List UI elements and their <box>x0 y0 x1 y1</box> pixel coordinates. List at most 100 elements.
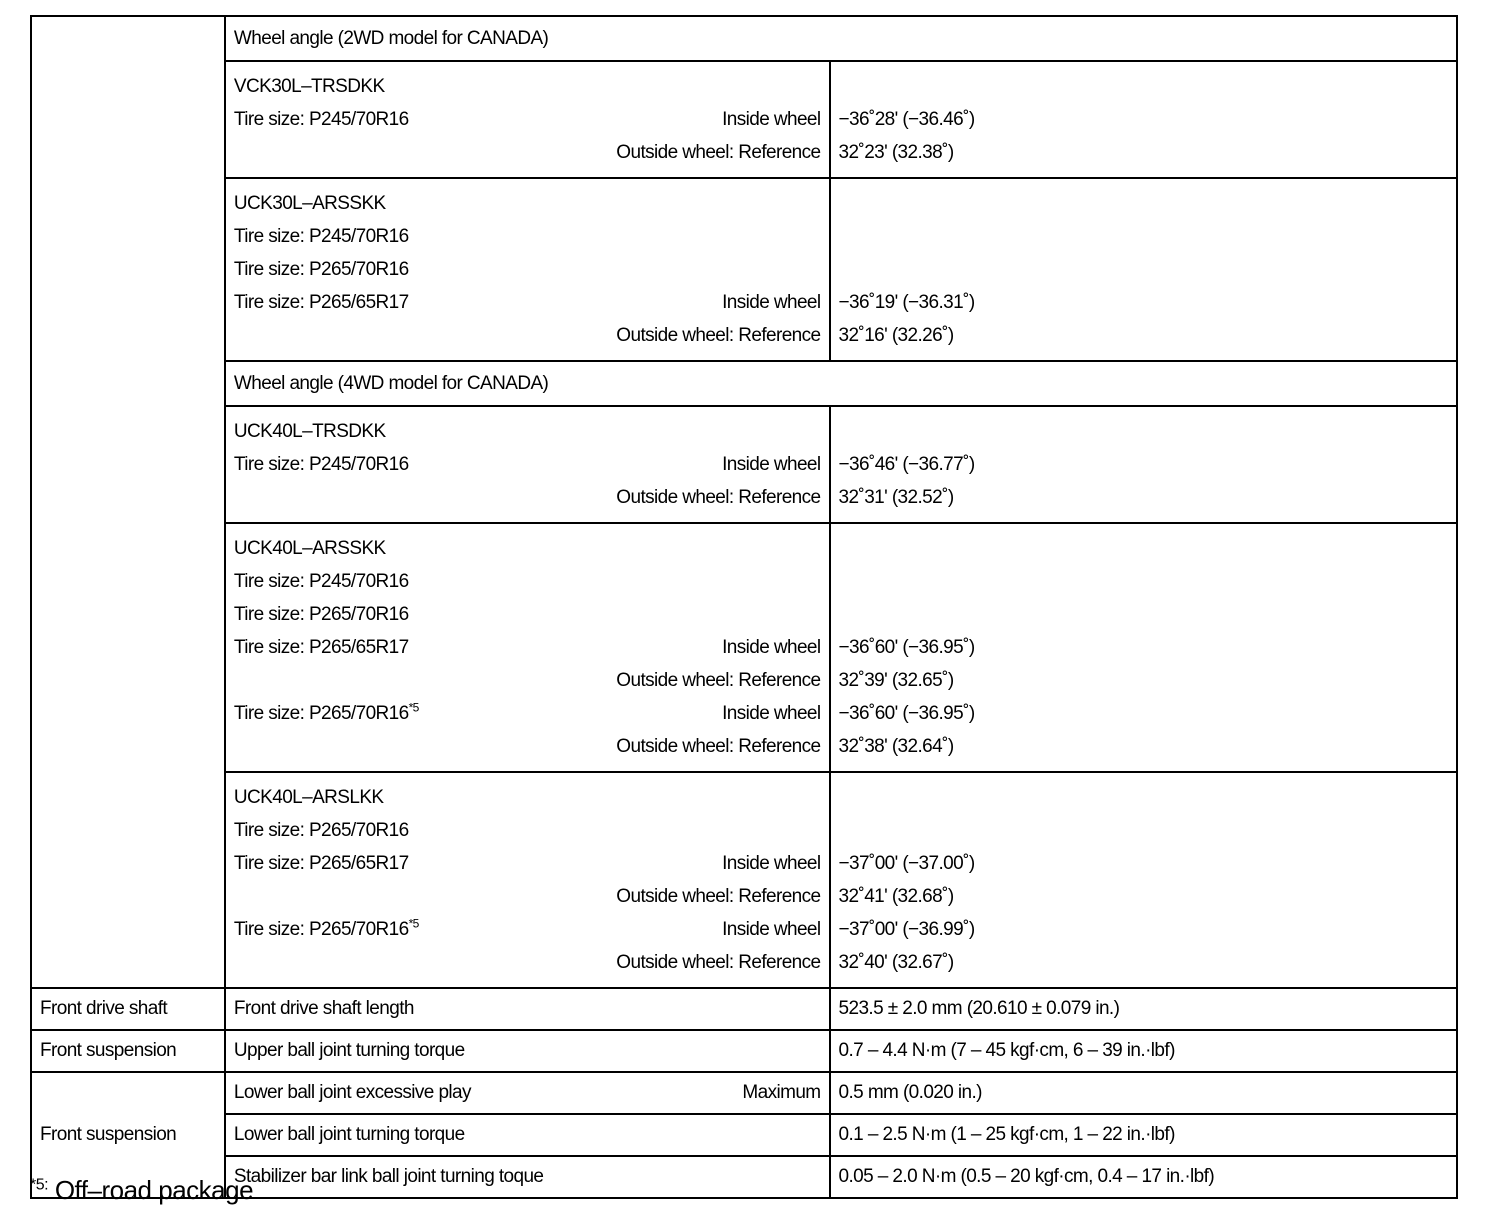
item-value: 0.5 mm (0.020 in.) <box>828 1071 1459 1115</box>
angle-value: 32˚16' (32.26˚) <box>838 325 955 346</box>
item-label: Lower ball joint turning torque <box>223 1113 831 1157</box>
angle-value <box>839 781 1448 814</box>
wheel-label: Inside wheel <box>722 637 821 658</box>
angle-value: −37˚00' (−37.00˚) <box>838 853 976 874</box>
spec-line-text: Tire size: P265/70R16 <box>234 598 409 631</box>
spec-lines-cell: UCK40L–TRSDKK Tire size: P245/70R16 Inside… <box>223 405 831 524</box>
angle-value <box>839 415 1448 448</box>
spec-line: Outside wheel: Reference <box>234 664 821 697</box>
angle-value: −37˚00' (−36.99˚) <box>838 919 976 940</box>
item-label: Upper ball joint turning torque <box>223 1029 831 1073</box>
angle-value: −36˚19' (−36.31˚) <box>838 292 976 313</box>
block-row: UCK40L–ARSLKK Tire size: P265/70R16 Tire s… <box>31 771 1459 989</box>
wheel-label: Inside wheel <box>722 109 821 130</box>
spec-line: Outside wheel: Reference <box>234 319 821 352</box>
spec-line-text: UCK30L–ARSSKK <box>234 187 386 220</box>
spec-line-text: Tire size: P265/70R16 <box>234 814 409 847</box>
spec-line: Outside wheel: Reference <box>234 136 821 169</box>
spec-line-text: UCK40L–ARSLKK <box>234 781 384 814</box>
spec-line-text: Tire size: P265/70R16*5 <box>234 697 419 730</box>
item-value: 0.7 – 4.4 N·m (7 – 45 kgf·cm, 6 – 39 in.… <box>828 1029 1459 1073</box>
angle-value: −36˚46' (−36.77˚) <box>838 454 976 475</box>
spec-line: Tire size: P265/65R17 Inside wheel <box>234 286 821 319</box>
item-qualifier: Maximum <box>742 1082 821 1103</box>
item-value: 523.5 ± 2.0 mm (20.610 ± 0.079 in.) <box>828 987 1459 1031</box>
model-or-tire-size: Tire size: P245/70R16 <box>233 226 409 247</box>
model-or-tire-size: Tire size: P265/65R17 <box>233 853 409 874</box>
wheel-label: Outside wheel: Reference <box>616 670 821 691</box>
spec-line: Outside wheel: Reference <box>234 946 821 979</box>
model-or-tire-size: UCK40L–TRSDKK <box>233 421 386 442</box>
item-label: Front drive shaft length <box>223 987 831 1031</box>
angle-value: −36˚60' (−36.95˚) <box>838 637 976 658</box>
spec-values-cell: −36˚19' (−36.31˚) 32˚16' (32.26˚) <box>828 177 1459 362</box>
spec-line: UCK40L–TRSDKK <box>234 415 821 448</box>
item-cell: Lower ball joint excessive play Maximum <box>223 1071 831 1115</box>
front-suspension-row: Front suspension Upper ball joint turnin… <box>30 1029 1459 1073</box>
item-label: Lower ball joint excessive play <box>233 1082 472 1103</box>
spec-lines-cell: VCK30L–TRSDKK Tire size: P245/70R16 Inside… <box>223 60 831 179</box>
model-or-tire-size: Tire size: P265/70R16 <box>233 820 409 841</box>
wheel-label: Outside wheel: Reference <box>616 325 821 346</box>
spec-line-text: Tire size: P265/70R16*5 <box>234 913 419 946</box>
wheel-label: Inside wheel <box>722 454 821 475</box>
front-drive-shaft-row: Front drive shaft Front drive shaft leng… <box>30 987 1459 1031</box>
wheel-label: Inside wheel <box>722 853 821 874</box>
item-value: 0.1 – 2.5 N·m (1 – 25 kgf·cm, 1 – 22 in.… <box>828 1113 1459 1157</box>
model-or-tire-size: Tire size: P265/70R16 <box>233 604 409 625</box>
angle-value <box>839 220 1448 253</box>
spec-lines-cell: UCK30L–ARSSKK Tire size: P245/70R16 Tire s… <box>223 177 831 362</box>
wheel-label: Outside wheel: Reference <box>616 886 821 907</box>
angle-value <box>839 532 1448 565</box>
model-or-tire-size: VCK30L–TRSDKK <box>233 76 385 97</box>
spec-line-text: Tire size: P265/65R17 <box>234 847 409 880</box>
block-row: UCK30L–ARSSKK Tire size: P245/70R16 Tire s… <box>31 177 1459 362</box>
spec-values-cell: −37˚00' (−37.00˚) 32˚41' (32.68˚) −37˚00' … <box>828 771 1459 989</box>
model-or-tire-size: Tire size: P265/70R16 <box>233 919 409 940</box>
spec-line: Tire size: P265/70R16 <box>234 598 821 631</box>
spec-line: Outside wheel: Reference <box>234 481 821 514</box>
block-row: VCK30L–TRSDKK Tire size: P245/70R16 Inside… <box>31 60 1459 179</box>
front-suspension-row: Front suspension Lower ball joint excess… <box>30 1071 1459 1199</box>
model-or-tire-size: Tire size: P245/70R16 <box>233 454 409 475</box>
block-row: UCK40L–TRSDKK Tire size: P245/70R16 Inside… <box>31 405 1459 524</box>
spec-line: Tire size: P245/70R16 Inside wheel <box>234 448 821 481</box>
item-value: 0.05 – 2.0 N·m (0.5 – 20 kgf·cm, 0.4 – 1… <box>828 1155 1459 1199</box>
spec-line: Tire size: P265/70R16 <box>234 253 821 286</box>
spec-line: Tire size: P265/65R17 Inside wheel <box>234 847 821 880</box>
angle-value <box>839 598 1448 631</box>
model-or-tire-size: Tire size: P245/70R16 <box>233 109 409 130</box>
section-header: Wheel angle (2WD model for CANADA) <box>223 15 1459 62</box>
spec-line-text: Tire size: P265/65R17 <box>234 286 409 319</box>
wheel-label: Inside wheel <box>722 292 821 313</box>
spec-line: Tire size: P265/70R16 <box>234 814 821 847</box>
footnote: *5: Off–road package <box>30 1175 254 1206</box>
spec-line: Tire size: P265/65R17 Inside wheel <box>234 631 821 664</box>
model-or-tire-size: Tire size: P265/65R17 <box>233 292 409 313</box>
footnote-text: Off–road package <box>54 1175 254 1205</box>
angle-value: 32˚40' (32.67˚) <box>838 952 955 973</box>
category-label: Front drive shaft <box>30 987 226 1031</box>
spec-line: VCK30L–TRSDKK <box>234 70 821 103</box>
spec-line-text: Tire size: P265/65R17 <box>234 631 409 664</box>
front-suspension-row: Lower ball joint turning torque 0.1 – 2.… <box>31 1113 1459 1157</box>
wheel-label: Inside wheel <box>722 703 821 724</box>
angle-value: 32˚39' (32.65˚) <box>838 670 955 691</box>
item-label: Stabilizer bar link ball joint turning t… <box>223 1155 831 1199</box>
spec-line-text: UCK40L–ARSSKK <box>234 532 386 565</box>
spec-line-text: Tire size: P245/70R16 <box>234 565 409 598</box>
spec-lines-cell: UCK40L–ARSLKK Tire size: P265/70R16 Tire s… <box>223 771 831 989</box>
spec-values-cell: −36˚60' (−36.95˚) 32˚39' (32.65˚) −36˚60' … <box>828 522 1459 773</box>
angle-value: 32˚41' (32.68˚) <box>838 886 955 907</box>
front-suspension-row: Stabilizer bar link ball joint turning t… <box>31 1155 1459 1199</box>
footnote-ref: *5 <box>408 700 420 715</box>
spec-line: UCK30L–ARSSKK <box>234 187 821 220</box>
footnote-ref: *5 <box>408 916 420 931</box>
angle-value: −36˚28' (−36.46˚) <box>838 109 976 130</box>
spec-line-text: UCK40L–TRSDKK <box>234 415 386 448</box>
wheel-angle-category-cell <box>30 15 226 989</box>
spec-table: Wheel angle (2WD model for CANADA) VCK30… <box>30 15 1459 1199</box>
category-label: Front suspension <box>30 1029 226 1073</box>
model-or-tire-size: UCK40L–ARSLKK <box>233 787 384 808</box>
wheel-label: Outside wheel: Reference <box>616 142 821 163</box>
